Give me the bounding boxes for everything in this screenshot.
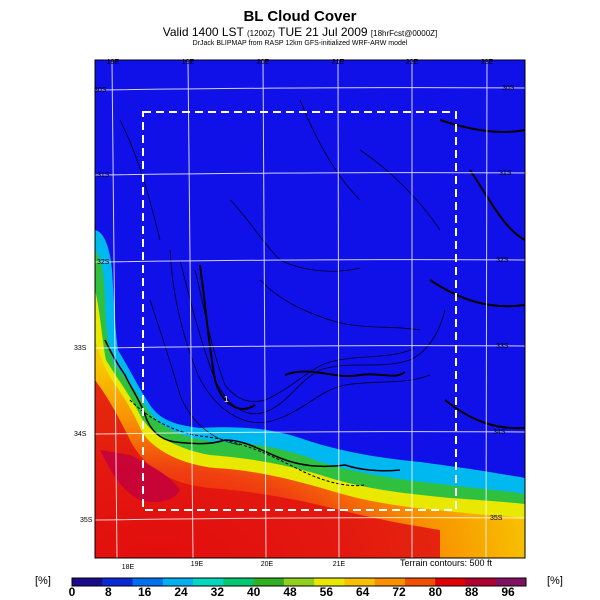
colorbar-segment xyxy=(253,578,285,586)
colorbar-tick-label: 88 xyxy=(465,585,479,599)
right-lat-label: 32S xyxy=(496,257,509,264)
right-lat-label: 33S xyxy=(496,343,509,350)
model-credit: DrJack BLIPMAP from RASP 12km GFS-initia… xyxy=(192,40,408,47)
terrain-contours xyxy=(119,99,446,446)
colorbar-tick-label: 16 xyxy=(138,585,152,599)
bottom-lon-label: 18E xyxy=(122,564,135,571)
colorbar-segment xyxy=(404,578,436,586)
top-lon-label: 23E xyxy=(481,59,494,66)
colorbar-tick-label: 96 xyxy=(501,585,515,599)
colorbar-segment xyxy=(374,578,406,586)
top-lon-label: 19E xyxy=(182,59,195,66)
colorbar-segment xyxy=(102,578,134,586)
right-lat-label: 35S xyxy=(490,515,503,522)
colorbar-tick-label: 8 xyxy=(105,585,112,599)
left-lat-label: 34S xyxy=(74,431,87,438)
run-time: (1200Z) xyxy=(247,29,276,38)
colorbar-tick-label: 64 xyxy=(356,585,370,599)
colorbar-tick-label: 56 xyxy=(320,585,334,599)
left-lat-label: 31S xyxy=(97,172,110,179)
colorbar-unit-left: [%] xyxy=(35,575,51,587)
inner-domain-box xyxy=(142,111,457,511)
bottom-lon-label: 20E xyxy=(261,561,274,568)
terrain-contours-bold xyxy=(199,119,525,430)
lat-lon-grid xyxy=(95,60,525,558)
left-lat-label: 30S xyxy=(94,87,107,94)
right-lat-label: 34S xyxy=(493,429,506,436)
colorbar-tick-label: 32 xyxy=(211,585,225,599)
colorbar-tick-label: 24 xyxy=(174,585,188,599)
colorbar-segment xyxy=(435,578,466,586)
colorbar-tick-label: 48 xyxy=(283,585,297,599)
colorbar-tick-label: 72 xyxy=(392,585,406,599)
top-lon-label: 20E xyxy=(257,59,270,66)
top-lon-label: 22E xyxy=(406,59,419,66)
colorbar-segment xyxy=(132,578,164,586)
bottom-lon-label: 21E xyxy=(333,561,346,568)
colorbar-segment xyxy=(465,578,497,586)
colorbar-segment xyxy=(314,578,345,586)
map-title: BL Cloud Cover xyxy=(243,8,357,25)
valid-date: TUE 21 Jul 2009 xyxy=(278,25,368,39)
right-lat-label: 30S xyxy=(502,85,515,92)
colorbar-frame xyxy=(71,577,527,587)
left-lat-label: 35S xyxy=(80,517,93,524)
colorbar-segment xyxy=(283,578,315,586)
colorbar-tick-label: 0 xyxy=(69,585,76,599)
plot-frame xyxy=(94,59,526,559)
colorbar-segment xyxy=(193,578,224,586)
plot-area xyxy=(95,60,525,558)
colorbar-segment xyxy=(162,578,194,586)
left-lat-label: 32S xyxy=(97,259,110,266)
colorbar-unit-right: [%] xyxy=(547,575,563,587)
coastline xyxy=(104,339,401,472)
bottom-lon-label: 19E xyxy=(191,561,204,568)
colorbar-segment xyxy=(223,578,255,586)
colorbar-tick-label: 40 xyxy=(247,585,261,599)
right-lat-label: 31S xyxy=(499,170,512,177)
colorbar xyxy=(71,577,527,587)
land-magenta-patch xyxy=(100,450,180,502)
map-subtitle: Valid 1400 LST (1200Z) TUE 21 Jul 2009 [… xyxy=(0,25,600,39)
coastline-secondary xyxy=(129,399,366,487)
colorbar-segment xyxy=(344,578,376,586)
top-lon-label: 21E xyxy=(332,59,345,66)
forecast-hour: [18hrFcst@0000Z] xyxy=(370,29,438,38)
land-hot-core xyxy=(95,380,440,558)
valid-time: Valid 1400 LST xyxy=(162,25,244,39)
colorbar-ticks: 0 8 16 24 32 40 48 56 64 72 80 88 96 xyxy=(69,585,515,599)
colorbar-segment xyxy=(72,578,103,586)
point-marker: 1 xyxy=(224,395,229,404)
left-lat-label: 33S xyxy=(74,345,87,352)
colorbar-tick-label: 80 xyxy=(429,585,443,599)
colorbar-segment xyxy=(495,578,527,586)
top-lon-label: 18E xyxy=(107,59,120,66)
terrain-note: Terrain contours: 500 ft xyxy=(400,558,493,568)
